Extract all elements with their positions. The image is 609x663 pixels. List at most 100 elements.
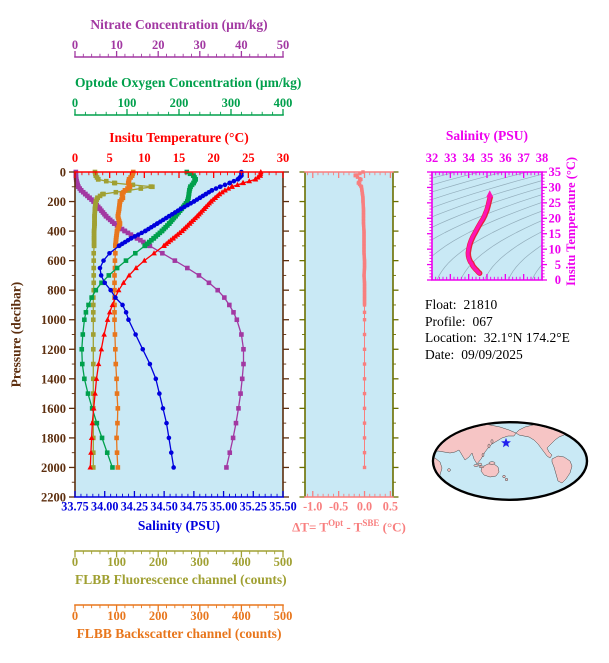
svg-text:0: 0 xyxy=(72,151,78,165)
svg-text:35.00: 35.00 xyxy=(210,500,237,514)
philippines-islands xyxy=(481,452,485,458)
float-location-star xyxy=(501,437,511,448)
salinity-axis-title: Salinity (PSU) xyxy=(137,518,221,533)
float-info: Float: 21810 Profile: 067 Location: 32.1°N … xyxy=(425,297,570,363)
series-delta-t xyxy=(353,170,367,470)
svg-text:20: 20 xyxy=(549,211,562,225)
svg-text:300: 300 xyxy=(190,609,209,623)
svg-text:35: 35 xyxy=(549,165,562,179)
svg-text:1200: 1200 xyxy=(41,343,66,357)
new-zealand-islands xyxy=(502,474,506,479)
svg-text:0: 0 xyxy=(60,166,66,180)
series-insitu-temperature xyxy=(87,169,264,470)
nitrate-axis: 0 10 20 30 40 50 xyxy=(72,38,289,58)
float-id-value: 21810 xyxy=(463,297,498,312)
float-id-line: Float: 21810 xyxy=(425,297,498,312)
svg-text:0: 0 xyxy=(72,96,78,110)
svg-text:100: 100 xyxy=(118,96,137,110)
svg-text:1800: 1800 xyxy=(41,431,66,445)
ts-salinity-title: Salinity (PSU) xyxy=(445,128,529,143)
pressure-axis-label: Pressure (decibar) xyxy=(8,281,24,388)
svg-text:10: 10 xyxy=(138,151,151,165)
svg-text:0.5: 0.5 xyxy=(383,500,398,514)
indonesia-islands xyxy=(473,464,479,467)
delta-t-title-sup-sbe: SBE xyxy=(362,518,380,528)
ts-temperature-label: Insitu Temperature (°C) xyxy=(564,156,578,286)
svg-text:32: 32 xyxy=(426,151,439,165)
flbb-fluorescence-axis: 0 100 200 300 400 500 xyxy=(72,550,293,569)
svg-text:38: 38 xyxy=(536,151,549,165)
oxygen-axis-title: Optode Oxygen Concentration (µm/kg) xyxy=(75,75,302,90)
svg-text:300: 300 xyxy=(190,555,209,569)
delta-t-title-part: - T xyxy=(343,519,363,535)
svg-text:34.25: 34.25 xyxy=(121,500,148,514)
svg-text:100: 100 xyxy=(107,609,126,623)
temperature-axis-title: Insitu Temperature (°C) xyxy=(109,130,249,145)
isopycnal-contours xyxy=(432,172,542,280)
world-map xyxy=(431,421,589,501)
delta-t-axis-title: ΔT= TOpt - TSBE (°C) xyxy=(281,516,417,534)
svg-text:10: 10 xyxy=(110,38,123,52)
svg-text:300: 300 xyxy=(222,96,241,110)
svg-text:400: 400 xyxy=(47,225,66,239)
svg-text:-0.5: -0.5 xyxy=(329,500,348,514)
svg-text:20: 20 xyxy=(152,38,165,52)
svg-text:34.00: 34.00 xyxy=(91,500,118,514)
pressure-axis: 0 200 400 600 800 1000 1200 1400 1600 1800 2000 220… xyxy=(41,166,289,505)
svg-text:400: 400 xyxy=(274,96,293,110)
delta-t-title-part: (°C) xyxy=(379,519,406,535)
svg-text:-1.0: -1.0 xyxy=(303,500,322,514)
svg-text:33.75: 33.75 xyxy=(61,500,88,514)
ts-curve xyxy=(465,190,494,276)
svg-text:35.25: 35.25 xyxy=(240,500,267,514)
svg-text:10: 10 xyxy=(549,242,562,256)
svg-text:0: 0 xyxy=(72,555,78,569)
svg-text:25: 25 xyxy=(242,151,255,165)
ts-curve-arrowhead xyxy=(486,190,494,198)
salinity-axis: 33.75 34.00 34.25 34.50 34.75 35.00 35.25 35.50 xyxy=(61,491,297,514)
japan-islands xyxy=(490,439,494,444)
svg-text:500: 500 xyxy=(274,555,293,569)
profile-number-value: 067 xyxy=(472,313,493,329)
svg-text:500: 500 xyxy=(274,609,293,623)
svg-text:33: 33 xyxy=(444,151,457,165)
main-plot-background xyxy=(75,172,283,497)
borneo-island xyxy=(477,462,483,466)
svg-text:1600: 1600 xyxy=(41,402,66,416)
svg-text:36: 36 xyxy=(499,151,512,165)
svg-text:2000: 2000 xyxy=(41,461,66,475)
svg-text:1000: 1000 xyxy=(41,313,66,327)
svg-text:800: 800 xyxy=(47,284,66,298)
svg-text:0.0: 0.0 xyxy=(357,500,372,514)
svg-text:15: 15 xyxy=(173,151,186,165)
svg-text:15: 15 xyxy=(549,227,562,241)
nitrate-axis-title: Nitrate Concentration (µm/kg) xyxy=(90,17,268,32)
svg-text:1400: 1400 xyxy=(41,372,66,386)
svg-text:34.75: 34.75 xyxy=(180,500,207,514)
svg-text:35: 35 xyxy=(481,151,494,165)
flbb-backscatter-axis: 0 100 200 300 400 500 xyxy=(72,604,293,623)
svg-text:30: 30 xyxy=(277,151,290,165)
svg-text:0: 0 xyxy=(72,38,78,52)
svg-text:35.50: 35.50 xyxy=(269,500,296,514)
madagascar-island xyxy=(447,468,451,472)
profile-number-line: Profile: 067 xyxy=(425,313,493,329)
svg-text:34: 34 xyxy=(462,151,475,165)
backscatter-axis-title: FLBB Backscatter channel (counts) xyxy=(76,626,282,641)
svg-text:34.50: 34.50 xyxy=(150,500,177,514)
fluorescence-axis-title: FLBB Fluorescence channel (counts) xyxy=(75,572,287,587)
optode-oxygen-axis: 0 100 200 300 400 xyxy=(72,96,293,116)
svg-text:20: 20 xyxy=(207,151,220,165)
south-america-landmass xyxy=(551,455,573,484)
svg-text:200: 200 xyxy=(47,195,66,209)
svg-text:0: 0 xyxy=(555,273,561,287)
svg-text:40: 40 xyxy=(235,38,248,52)
svg-text:200: 200 xyxy=(149,555,168,569)
svg-text:200: 200 xyxy=(170,96,189,110)
ts-plot-background xyxy=(432,172,542,280)
svg-text:200: 200 xyxy=(149,609,168,623)
svg-text:2200: 2200 xyxy=(41,491,66,505)
